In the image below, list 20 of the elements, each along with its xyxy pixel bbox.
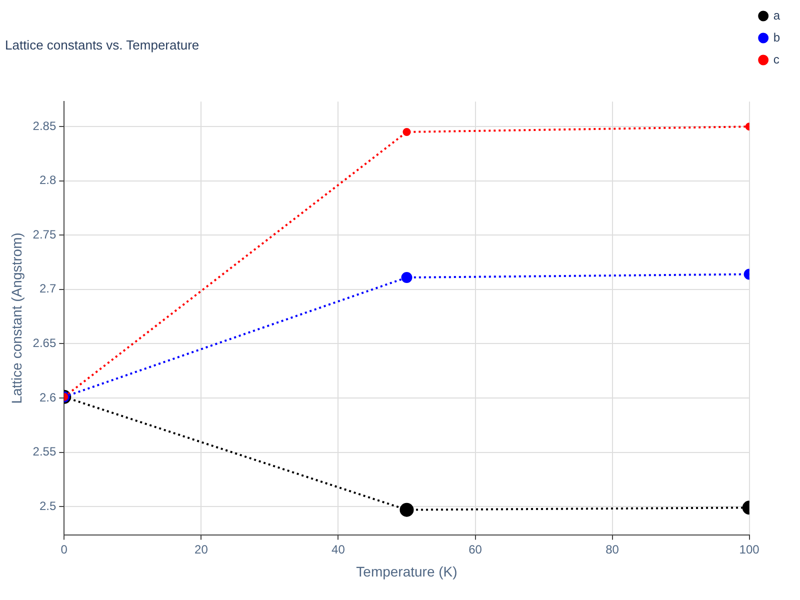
y-tick-label: 2.8 [39, 173, 56, 188]
legend-label: c [773, 52, 780, 66]
y-tick-label: 2.7 [39, 282, 56, 296]
x-tick-label: 20 [194, 542, 208, 556]
chart-title: Lattice constants vs. Temperature [5, 37, 200, 52]
y-tick-label: 2.75 [32, 227, 56, 242]
y-tick-label: 2.6 [39, 390, 56, 404]
x-tick-label: 80 [606, 542, 620, 556]
legend-label: b [773, 30, 780, 44]
x-axis-title: Temperature (K) [356, 563, 458, 580]
x-tick-label: 100 [739, 542, 760, 556]
y-tick-label: 2.5 [39, 498, 56, 513]
x-tick-label: 40 [332, 542, 346, 556]
legend-label: a [773, 8, 780, 22]
y-tick-label: 2.55 [32, 444, 56, 459]
y-axis-title: Lattice constant (Angstrom) [8, 232, 24, 404]
y-tick-label: 2.85 [32, 118, 56, 133]
y-tick-label: 2.65 [32, 336, 56, 350]
x-tick-label: 60 [468, 542, 482, 556]
x-tick-label: 0 [60, 542, 68, 556]
